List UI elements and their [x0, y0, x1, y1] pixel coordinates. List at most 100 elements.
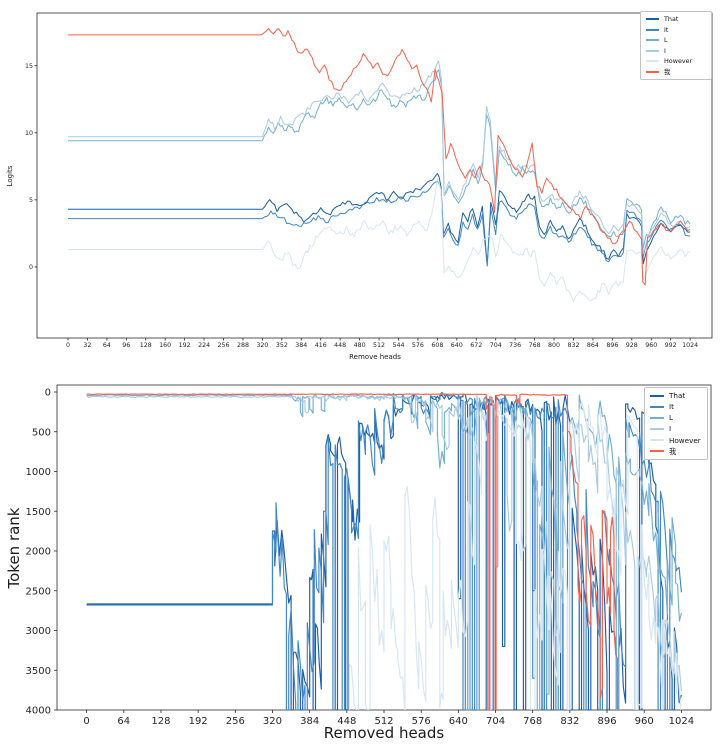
series-line-top-4: [68, 178, 691, 302]
x-tick-label: 960: [645, 342, 657, 349]
legend-entry: That: [645, 392, 707, 399]
legend-entry-label: However: [669, 435, 701, 445]
x-tick-label: 576: [412, 342, 424, 349]
x-tick-label: 448: [334, 342, 346, 349]
legend-entry: However: [641, 58, 711, 64]
x-tick-label: 768: [523, 716, 542, 727]
x-tick-label: 160: [159, 342, 171, 349]
x-tick-label: 832: [560, 716, 579, 727]
series-line-top-3: [68, 60, 691, 255]
x-tick-label: 32: [83, 342, 91, 349]
legend-entry: I: [641, 46, 711, 55]
x-tick-label: 96: [122, 342, 130, 349]
x-tick-label: 320: [256, 342, 268, 349]
x-tick-label: 608: [431, 342, 443, 349]
x-tick-label: 352: [276, 342, 288, 349]
x-tick-label: 672: [470, 342, 482, 349]
bottom-chart-ylabel: Token rank: [5, 507, 23, 589]
x-tick-label: 192: [189, 716, 208, 727]
legend-line-swatch: [646, 49, 659, 52]
x-tick-label: 992: [665, 342, 677, 349]
x-tick-label: 64: [117, 716, 130, 727]
x-tick-label: 1024: [669, 716, 694, 727]
legend-line-swatch: [646, 39, 659, 42]
legend-entry: That: [641, 16, 711, 22]
legend-line-swatch: [650, 450, 664, 453]
x-tick-label: 1024: [682, 342, 698, 349]
legend-entry: I: [645, 425, 707, 433]
x-tick-label: 256: [226, 716, 245, 727]
x-tick-label: 192: [179, 342, 191, 349]
y-tick-label: 2000: [26, 547, 51, 558]
y-tick-label: 15: [25, 63, 33, 70]
bottom-chart-xlabel: Removed heads: [323, 724, 445, 742]
series-line-top-1: [68, 180, 691, 267]
x-tick-label: 864: [587, 342, 599, 349]
legend-line-swatch: [646, 28, 659, 31]
legend-entry-label: It: [664, 25, 669, 34]
x-tick-label: 640: [449, 716, 468, 727]
x-tick-label: 288: [237, 342, 249, 349]
x-tick-label: 0: [83, 716, 89, 727]
x-tick-label: 128: [151, 716, 170, 727]
x-tick-label: 896: [606, 342, 618, 349]
legend-line-swatch: [650, 405, 664, 408]
x-tick-label: 704: [486, 716, 505, 727]
legend-entry-label: That: [669, 390, 686, 400]
legend-line-swatch: [646, 18, 659, 21]
x-tick-label: 256: [218, 342, 230, 349]
x-tick-label: 896: [597, 716, 616, 727]
legend-entry: L: [645, 413, 707, 423]
y-tick-label: 1500: [26, 507, 51, 518]
series-line-top-0: [68, 173, 691, 266]
legend-line-swatch: [650, 416, 664, 419]
x-tick-label: 64: [103, 342, 111, 349]
x-tick-label: 416: [315, 342, 327, 349]
x-tick-label: 768: [529, 342, 541, 349]
x-tick-label: 640: [451, 342, 463, 349]
legend-entry-label: 我: [664, 67, 671, 76]
x-tick-label: 480: [354, 342, 366, 349]
x-tick-label: 512: [374, 716, 393, 727]
x-tick-label: 928: [626, 342, 638, 349]
legend-line-swatch: [646, 60, 659, 63]
legend-entry: However: [645, 435, 707, 445]
y-tick-label: 1000: [26, 467, 51, 478]
y-tick-label: 0: [29, 264, 33, 271]
x-tick-label: 384: [300, 716, 319, 727]
legend-entry-label: L: [664, 36, 668, 45]
series-line-top-2: [68, 69, 691, 249]
series-line-bottom-4: [348, 401, 682, 710]
x-tick-label: 128: [140, 342, 152, 349]
series-line-bottom-2: [86, 393, 682, 710]
y-tick-label: 500: [32, 427, 51, 438]
legend-entry: It: [645, 403, 707, 410]
y-tick-label: 2500: [26, 586, 51, 597]
legend-entry-label: 我: [669, 446, 677, 456]
y-tick-label: 4000: [26, 706, 51, 717]
legend-entry: L: [641, 37, 711, 43]
x-tick-label: 736: [509, 342, 521, 349]
top-chart-xlabel: Remove heads: [349, 353, 401, 361]
y-tick-label: 3500: [26, 666, 51, 677]
x-tick-label: 832: [567, 342, 579, 349]
x-tick-label: 800: [548, 342, 560, 349]
series-line-bottom-5: [86, 393, 621, 710]
top-chart-legend: That It L I However 我: [640, 11, 712, 80]
legend-entry-label: I: [664, 46, 666, 55]
legend-line-swatch: [650, 394, 664, 397]
legend-entry: 我: [641, 67, 711, 76]
top-series-group: [68, 28, 691, 302]
x-tick-label: 0: [66, 342, 70, 349]
legend-entry-label: That: [664, 15, 679, 24]
x-tick-label: 384: [295, 342, 307, 349]
x-tick-label: 544: [392, 342, 404, 349]
x-tick-label: 224: [198, 342, 210, 349]
y-tick-label: 0: [45, 388, 51, 399]
legend-entry-label: It: [669, 402, 674, 412]
legend-line-swatch: [650, 439, 664, 442]
y-tick-label: 3000: [26, 626, 51, 637]
legend-entry-label: L: [669, 413, 674, 423]
x-tick-label: 512: [373, 342, 385, 349]
bottom-series-group: [86, 391, 682, 710]
